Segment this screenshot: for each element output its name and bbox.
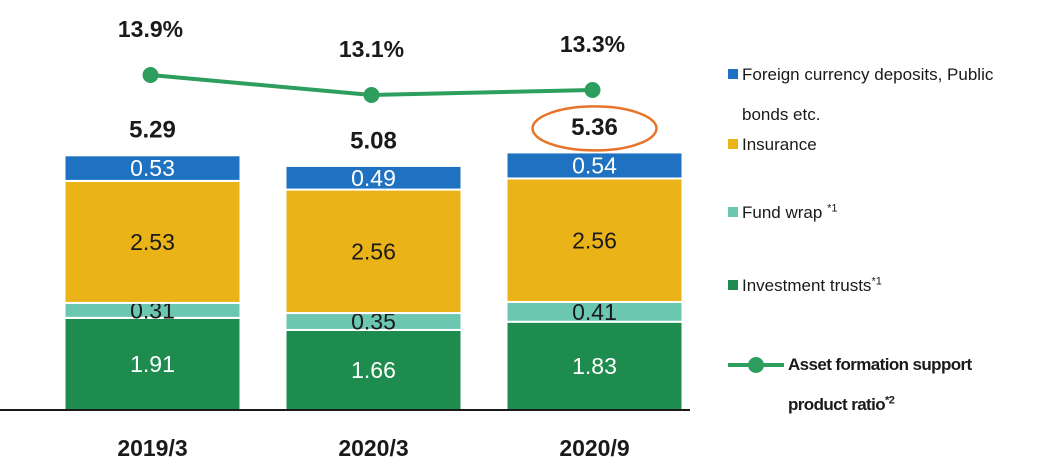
bar-segment [505, 177, 684, 303]
legend-label: Investment trusts [742, 276, 872, 295]
segment-label: 1.91 [130, 351, 175, 377]
legend-item: Fund wrap *1 [728, 193, 1038, 273]
ratio-label: 13.1% [339, 36, 404, 62]
legend-swatch [728, 280, 738, 290]
ratio-marker [584, 82, 601, 98]
legend-line-symbol [728, 357, 784, 373]
x-tick-label: 2020/3 [338, 435, 408, 461]
legend-label: Foreign currency deposits, Public bonds … [742, 65, 994, 124]
x-tick-label: 2019/3 [117, 435, 187, 461]
total-label: 5.08 [350, 127, 397, 154]
ratio-marker [142, 67, 159, 83]
legend-item: Insurance [728, 125, 1038, 205]
segment-label: 0.54 [572, 153, 617, 179]
legend-swatch [728, 207, 738, 217]
legend-swatch [728, 139, 738, 149]
legend-item: Asset formation support product ratio*2 [728, 345, 1038, 425]
legend-text: Asset formation support product ratio*2 [788, 345, 1033, 425]
legend-footnote: *2 [885, 394, 895, 407]
legend-text: Insurance [742, 125, 1032, 165]
legend-text: Fund wrap *1 [742, 193, 1032, 233]
total-label: 5.36 [571, 114, 618, 141]
highlight-circle [531, 105, 658, 152]
legend-label: Fund wrap [742, 203, 823, 222]
bar-segment [505, 151, 684, 180]
legend-label: Asset formation support product ratio [788, 355, 972, 414]
segment-label: 1.66 [351, 357, 396, 383]
segment-label: 2.53 [130, 229, 175, 255]
bar-segment [63, 179, 242, 304]
bar-segment [284, 164, 463, 191]
segment-label: 0.49 [351, 165, 396, 191]
bar-segment [63, 154, 242, 182]
bar-segment [284, 188, 463, 315]
ratio-label: 13.3% [560, 31, 625, 57]
ratio-label: 13.9% [118, 16, 183, 42]
legend-item: Foreign currency deposits, Public bonds … [728, 55, 1038, 135]
segment-label: 2.56 [351, 238, 396, 264]
legend-text: Foreign currency deposits, Public bonds … [742, 55, 1032, 135]
legend-footnote: *1 [827, 202, 838, 215]
bar-segment [63, 316, 242, 411]
ratio-marker [363, 87, 380, 103]
segment-label: 2.56 [572, 227, 617, 253]
legend-text: Investment trusts*1 [742, 266, 1032, 306]
legend-item: Investment trusts*1 [728, 266, 1038, 346]
total-label: 5.29 [129, 117, 176, 144]
legend-swatch [728, 69, 738, 79]
segment-label: 0.41 [572, 299, 617, 325]
segment-label: 0.53 [130, 155, 175, 181]
legend-footnote: *1 [871, 275, 882, 288]
bar-segment [505, 320, 684, 411]
x-tick-label: 2020/9 [559, 435, 629, 461]
segment-label: 1.83 [572, 353, 617, 379]
legend-label: Insurance [742, 135, 817, 154]
